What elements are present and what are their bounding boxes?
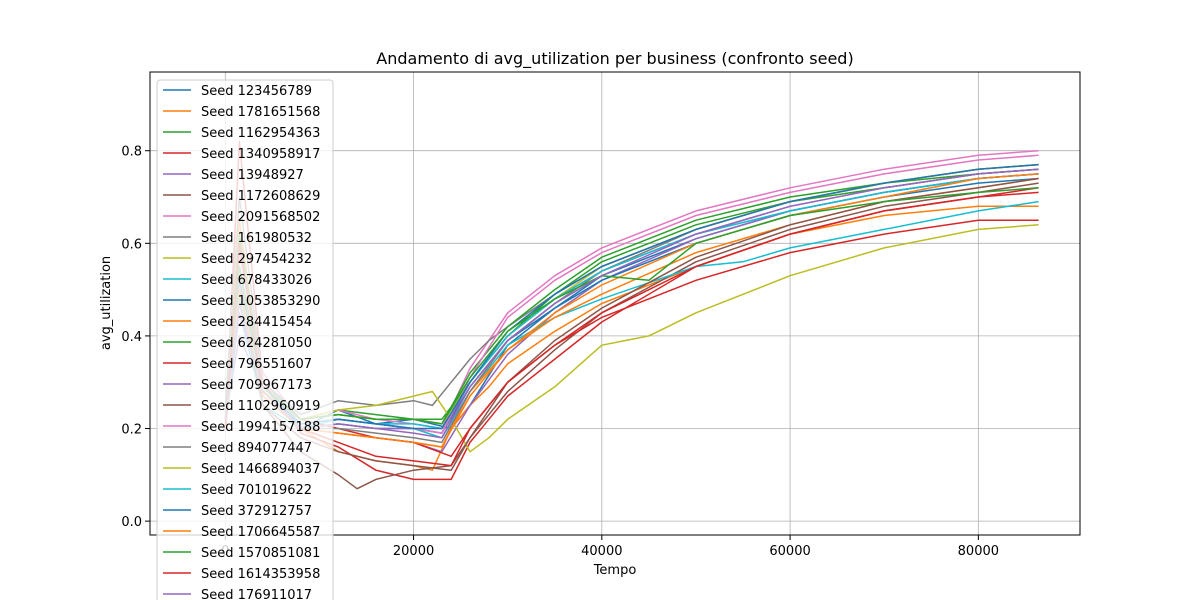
legend-label: Seed 1614353958	[201, 567, 320, 582]
legend-label: Seed 284415454	[201, 315, 312, 330]
legend-label: Seed 894077447	[201, 441, 312, 456]
y-tick-label: 0.0	[121, 515, 142, 530]
legend-label: Seed 1102960919	[201, 399, 320, 414]
legend-label: Seed 678433026	[201, 273, 312, 288]
x-tick-label: 80000	[958, 544, 999, 559]
series-lines	[224, 140, 1039, 490]
legend-label: Seed 1172608629	[201, 189, 320, 204]
x-tick-label: 60000	[769, 544, 810, 559]
axis-ticks: 0200004000060000800000.00.20.40.60.8	[121, 145, 999, 559]
legend-label: Seed 1570851081	[201, 546, 320, 561]
legend-label: Seed 13948927	[201, 168, 304, 183]
y-tick-label: 0.6	[121, 237, 142, 252]
legend-label: Seed 709967173	[201, 378, 312, 393]
x-axis-title: Tempo	[593, 563, 637, 578]
legend-label: Seed 624281050	[201, 336, 312, 351]
legend-label: Seed 1466894037	[201, 462, 320, 477]
legend-label: Seed 796551607	[201, 357, 312, 372]
legend-label: Seed 701019622	[201, 483, 312, 498]
x-tick-label: 40000	[581, 544, 622, 559]
legend-label: Seed 1781651568	[201, 105, 320, 120]
legend-box	[156, 79, 334, 600]
legend-label: Seed 1994157188	[201, 420, 320, 435]
x-tick-label: 20000	[393, 544, 434, 559]
legend-label: Seed 176911017	[201, 588, 312, 600]
legend-label: Seed 1706645587	[201, 525, 320, 540]
legend-label: Seed 123456789	[201, 84, 312, 99]
y-axis-title: avg_utilization	[99, 256, 114, 350]
legend-label: Seed 372912757	[201, 504, 312, 519]
y-tick-label: 0.4	[121, 330, 142, 345]
legend-label: Seed 297454232	[201, 252, 312, 267]
legend: Seed 123456789 Seed 1781651568 Seed 116295…	[156, 79, 334, 600]
chart-title: Andamento di avg_utilization per busines…	[376, 49, 853, 69]
legend-label: Seed 1053853290	[201, 294, 320, 309]
y-tick-label: 0.8	[121, 145, 142, 160]
legend-label: Seed 1340958917	[201, 147, 320, 162]
legend-label: Seed 2091568502	[201, 210, 320, 225]
legend-label: Seed 161980532	[201, 231, 312, 246]
plot-frame	[149, 71, 1081, 536]
y-tick-label: 0.2	[121, 423, 142, 438]
legend-label: Seed 1162954363	[201, 126, 320, 141]
